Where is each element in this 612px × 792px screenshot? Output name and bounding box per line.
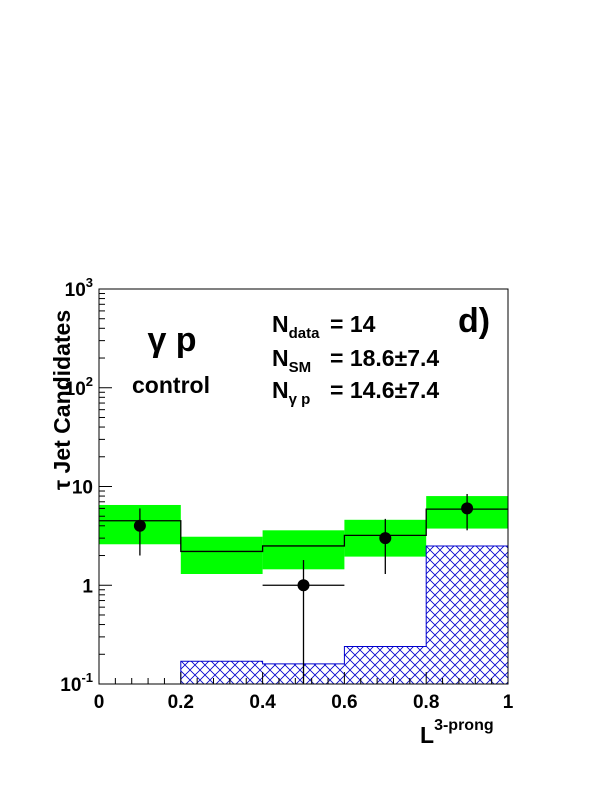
x-tick-label: 0.8 (413, 692, 439, 713)
y-tick-label: 103 (65, 275, 93, 301)
data-points (133, 493, 474, 684)
stat-0-value: = 14 (330, 311, 376, 337)
y-tick-label: 102 (65, 374, 93, 400)
data-point-0 (133, 508, 146, 556)
x-tick-label: 1 (503, 692, 514, 713)
process-label: γ p (147, 321, 196, 359)
selection-label: control (132, 372, 210, 398)
hatched-bin-1 (180, 661, 263, 684)
x-tick-label: 0 (94, 692, 105, 713)
y-tick-label: 1 (82, 576, 93, 597)
data-point-marker (297, 579, 310, 592)
data-point-marker (133, 519, 146, 532)
stat-2-label: Nγ p (272, 377, 310, 408)
y-axis-title: τ Jet Candidates (49, 310, 75, 490)
x-axis-ticks: 0 0.2 0.4 0.6 0.8 1 (94, 672, 514, 713)
stat-0-label: Ndata (272, 311, 320, 342)
hatched-bin-3 (344, 646, 427, 684)
x-tick-label: 0.6 (331, 692, 357, 713)
data-point-3 (461, 493, 474, 531)
data-point-1 (262, 560, 345, 684)
x-axis-title-sup: 3-prong (434, 717, 494, 734)
data-point-marker (379, 532, 392, 545)
data-point-marker (461, 502, 474, 515)
stat-1-value: = 18.6±7.4 (330, 345, 439, 371)
panel-label: d) (458, 302, 490, 340)
stats-legend: Ndata = 14 NSM = 18.6±7.4 Nγ p = 14.6±7.4 (272, 311, 439, 408)
y-axis-ticks: 10-1 1 10 102 103 (60, 275, 112, 696)
sm-step-line (99, 508, 508, 553)
stat-2-value: = 14.6±7.4 (330, 377, 439, 403)
stat-1-label: NSM (272, 345, 311, 376)
y-tick-label: 10-1 (60, 670, 93, 696)
x-axis-title: L3-prong (420, 717, 494, 748)
y-tick-label: 10 (72, 478, 93, 499)
sm-prediction-histogram (99, 508, 508, 553)
data-point-2 (379, 518, 392, 574)
band-bin-1 (180, 536, 263, 574)
x-tick-label: 0.2 (168, 692, 194, 713)
x-axis-title-main: L (420, 722, 434, 748)
x-tick-label: 0.4 (249, 692, 276, 713)
hatched-bin-4 (426, 545, 508, 684)
